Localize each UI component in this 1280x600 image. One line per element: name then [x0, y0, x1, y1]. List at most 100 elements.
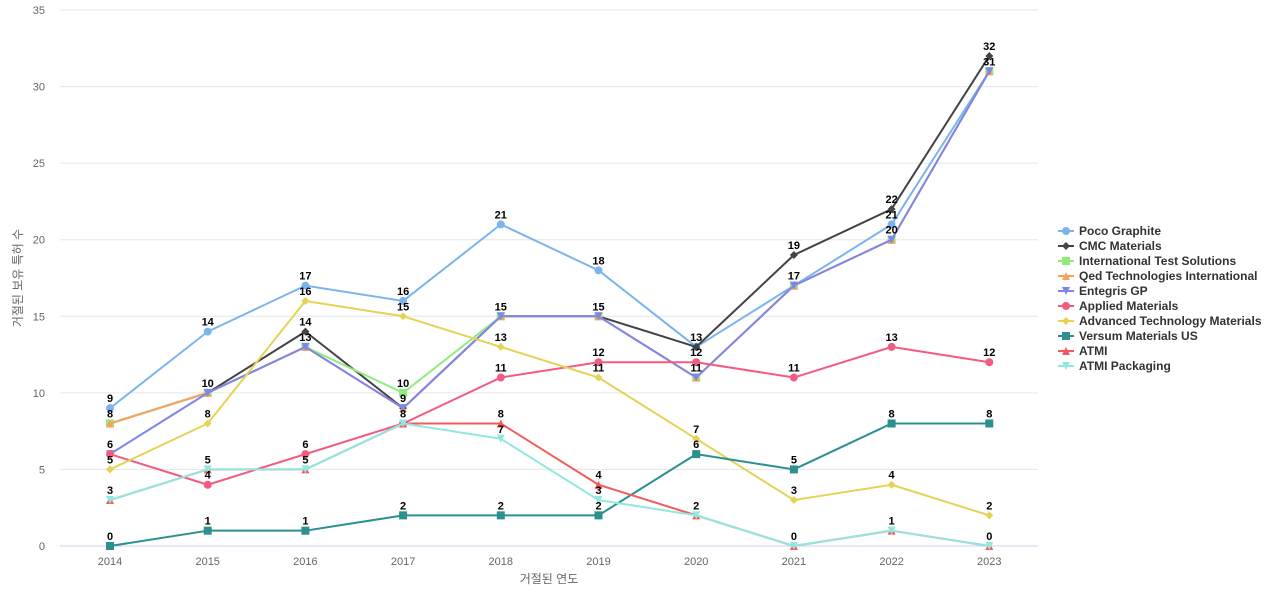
data-point	[399, 404, 408, 413]
data-point	[399, 511, 408, 520]
legend-marker	[1062, 286, 1070, 295]
data-point	[301, 296, 310, 305]
data-point	[692, 358, 701, 367]
data-point	[301, 526, 310, 535]
data-point	[399, 296, 408, 305]
data-point	[789, 542, 798, 550]
series-advanced-technology-materials	[106, 296, 994, 520]
legend-item[interactable]: Versum Materials US	[1058, 328, 1262, 343]
data-label: 13	[495, 332, 507, 344]
y-tick-label: 25	[33, 158, 45, 170]
series-line	[109, 422, 990, 547]
data-label: 8	[498, 408, 504, 420]
data-point	[203, 419, 212, 428]
y-tick-label: 20	[33, 235, 45, 247]
x-axis-ticks: 2014 2015 2016 2017 2018 2019 2020 2021 2022 2023	[98, 556, 1002, 568]
data-point	[301, 342, 310, 351]
data-point	[301, 327, 310, 336]
data-label: 13	[885, 332, 897, 344]
data-label: 3	[107, 485, 113, 497]
legend-marker	[1062, 346, 1070, 355]
legend-item[interactable]: ATMI Packaging	[1058, 358, 1262, 373]
legend-item[interactable]: International Test Solutions	[1058, 253, 1262, 268]
legend-item[interactable]: Applied Materials	[1058, 298, 1262, 313]
x-tick-label: 2021	[782, 556, 806, 568]
legend-item[interactable]: ATMI	[1058, 343, 1262, 358]
data-label: 1	[205, 516, 211, 528]
data-point	[594, 511, 603, 520]
legend-item[interactable]: Qed Technologies International	[1058, 268, 1262, 283]
x-tick-label: 2017	[391, 556, 415, 568]
data-label: 9	[400, 393, 406, 405]
data-point	[887, 480, 896, 489]
data-point	[789, 373, 798, 382]
data-point	[692, 373, 701, 382]
y-tick-label: 35	[33, 5, 45, 17]
series-line	[109, 70, 991, 455]
data-point	[496, 511, 505, 520]
data-label: 5	[791, 454, 797, 466]
data-label: 22	[885, 194, 897, 206]
legend-item[interactable]: Advanced Technology Materials	[1058, 313, 1262, 328]
data-point	[106, 404, 114, 413]
data-point	[789, 496, 798, 505]
data-label: 8	[205, 408, 211, 420]
series-line	[109, 345, 990, 486]
data-label: 8	[400, 408, 406, 420]
data-label: 5	[107, 454, 113, 466]
data-label: 5	[205, 454, 211, 466]
data-label: 1	[889, 516, 895, 528]
legend-marker	[1062, 331, 1070, 340]
legend-square-icon	[1058, 330, 1074, 342]
data-label: 2	[595, 500, 601, 512]
legend-item[interactable]: Entegris GP	[1058, 283, 1262, 298]
data-label: 19	[788, 240, 800, 252]
legend-diamond-icon	[1058, 315, 1074, 327]
series-line	[109, 422, 990, 547]
data-label: 11	[690, 363, 702, 375]
x-tick-label: 2022	[879, 556, 903, 568]
legend-circle-icon	[1058, 225, 1074, 237]
data-label: 11	[495, 363, 507, 375]
data-point	[985, 542, 994, 550]
data-point	[399, 419, 408, 428]
data-point	[106, 419, 114, 428]
data-label: 0	[107, 531, 113, 543]
data-label: 4	[889, 470, 896, 482]
x-tick-label: 2016	[293, 556, 317, 568]
data-label: 0	[986, 531, 992, 543]
data-point	[203, 526, 212, 535]
series-line	[109, 422, 990, 547]
legend-square-icon	[1058, 255, 1074, 267]
data-label: 6	[693, 439, 699, 451]
data-label: 4	[205, 470, 212, 482]
data-label: 13	[690, 332, 702, 344]
legend-label: International Test Solutions	[1079, 253, 1237, 268]
x-tick-label: 2019	[586, 556, 610, 568]
data-point	[985, 51, 994, 60]
series-line	[109, 70, 991, 409]
y-tick-label: 15	[33, 311, 45, 323]
legend-item[interactable]: CMC Materials	[1058, 238, 1262, 253]
legend-item[interactable]: Poco Graphite	[1058, 223, 1262, 238]
data-point	[496, 419, 505, 428]
y-tick-label: 10	[33, 388, 45, 400]
legend-marker	[1062, 271, 1070, 280]
data-point	[203, 465, 212, 474]
data-label: 2	[498, 500, 504, 512]
data-label: 16	[397, 286, 409, 298]
data-point	[496, 342, 505, 351]
data-label: 6	[302, 439, 308, 451]
data-point	[301, 450, 310, 459]
data-point	[106, 450, 114, 459]
data-label: 11	[788, 363, 800, 375]
legend-label: ATMI Packaging	[1079, 358, 1171, 373]
x-tick-label: 2015	[195, 556, 219, 568]
y-tick-label: 30	[33, 82, 45, 94]
data-point	[203, 327, 212, 336]
series-line	[109, 299, 990, 517]
data-label: 13	[299, 332, 311, 344]
data-label: 8	[986, 408, 992, 420]
data-label: 3	[595, 485, 601, 497]
legend-marker	[1062, 226, 1070, 235]
